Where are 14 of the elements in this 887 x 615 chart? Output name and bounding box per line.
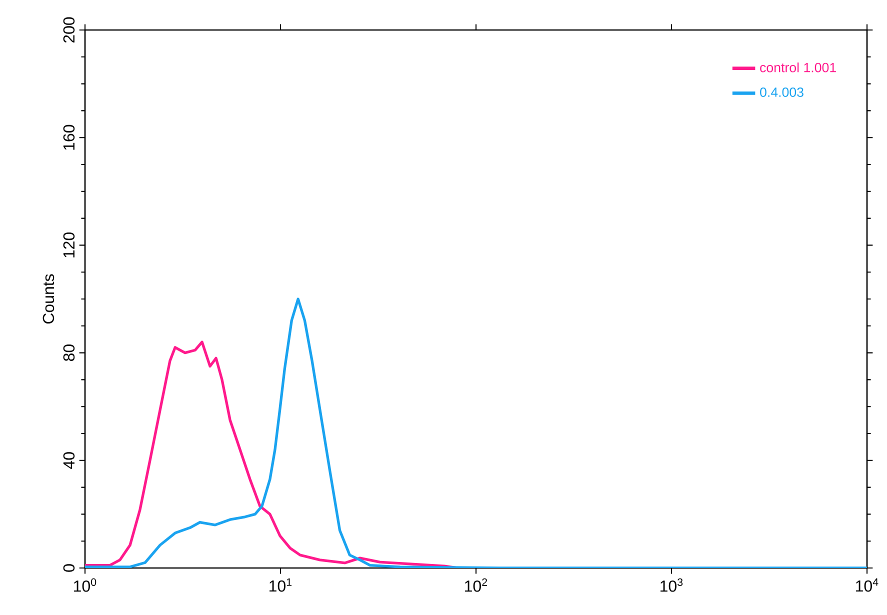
x-tick-label: 10$^{0}$ (74, 578, 96, 592)
x-tick-label: 10$^{4}$ (856, 578, 878, 592)
y-axis-title: Counts (42, 274, 54, 324)
y-tick-label: 200 (63, 17, 75, 43)
x-tick-label: 10$^{1}$ (270, 578, 292, 592)
y-tick-label: 40 (63, 452, 75, 469)
legend-label: control 1.001 (760, 62, 836, 72)
x-tick-label: 10$^{3}$ (660, 578, 683, 592)
x-tick-label: 10$^{2}$ (465, 578, 488, 592)
legend-label: 0.4.003 (760, 88, 804, 97)
y-tick-label: 160 (63, 124, 75, 150)
y-tick-label: 120 (63, 232, 75, 258)
y-tick-label: 80 (63, 344, 75, 362)
y-tick-label: 0 (63, 564, 75, 572)
